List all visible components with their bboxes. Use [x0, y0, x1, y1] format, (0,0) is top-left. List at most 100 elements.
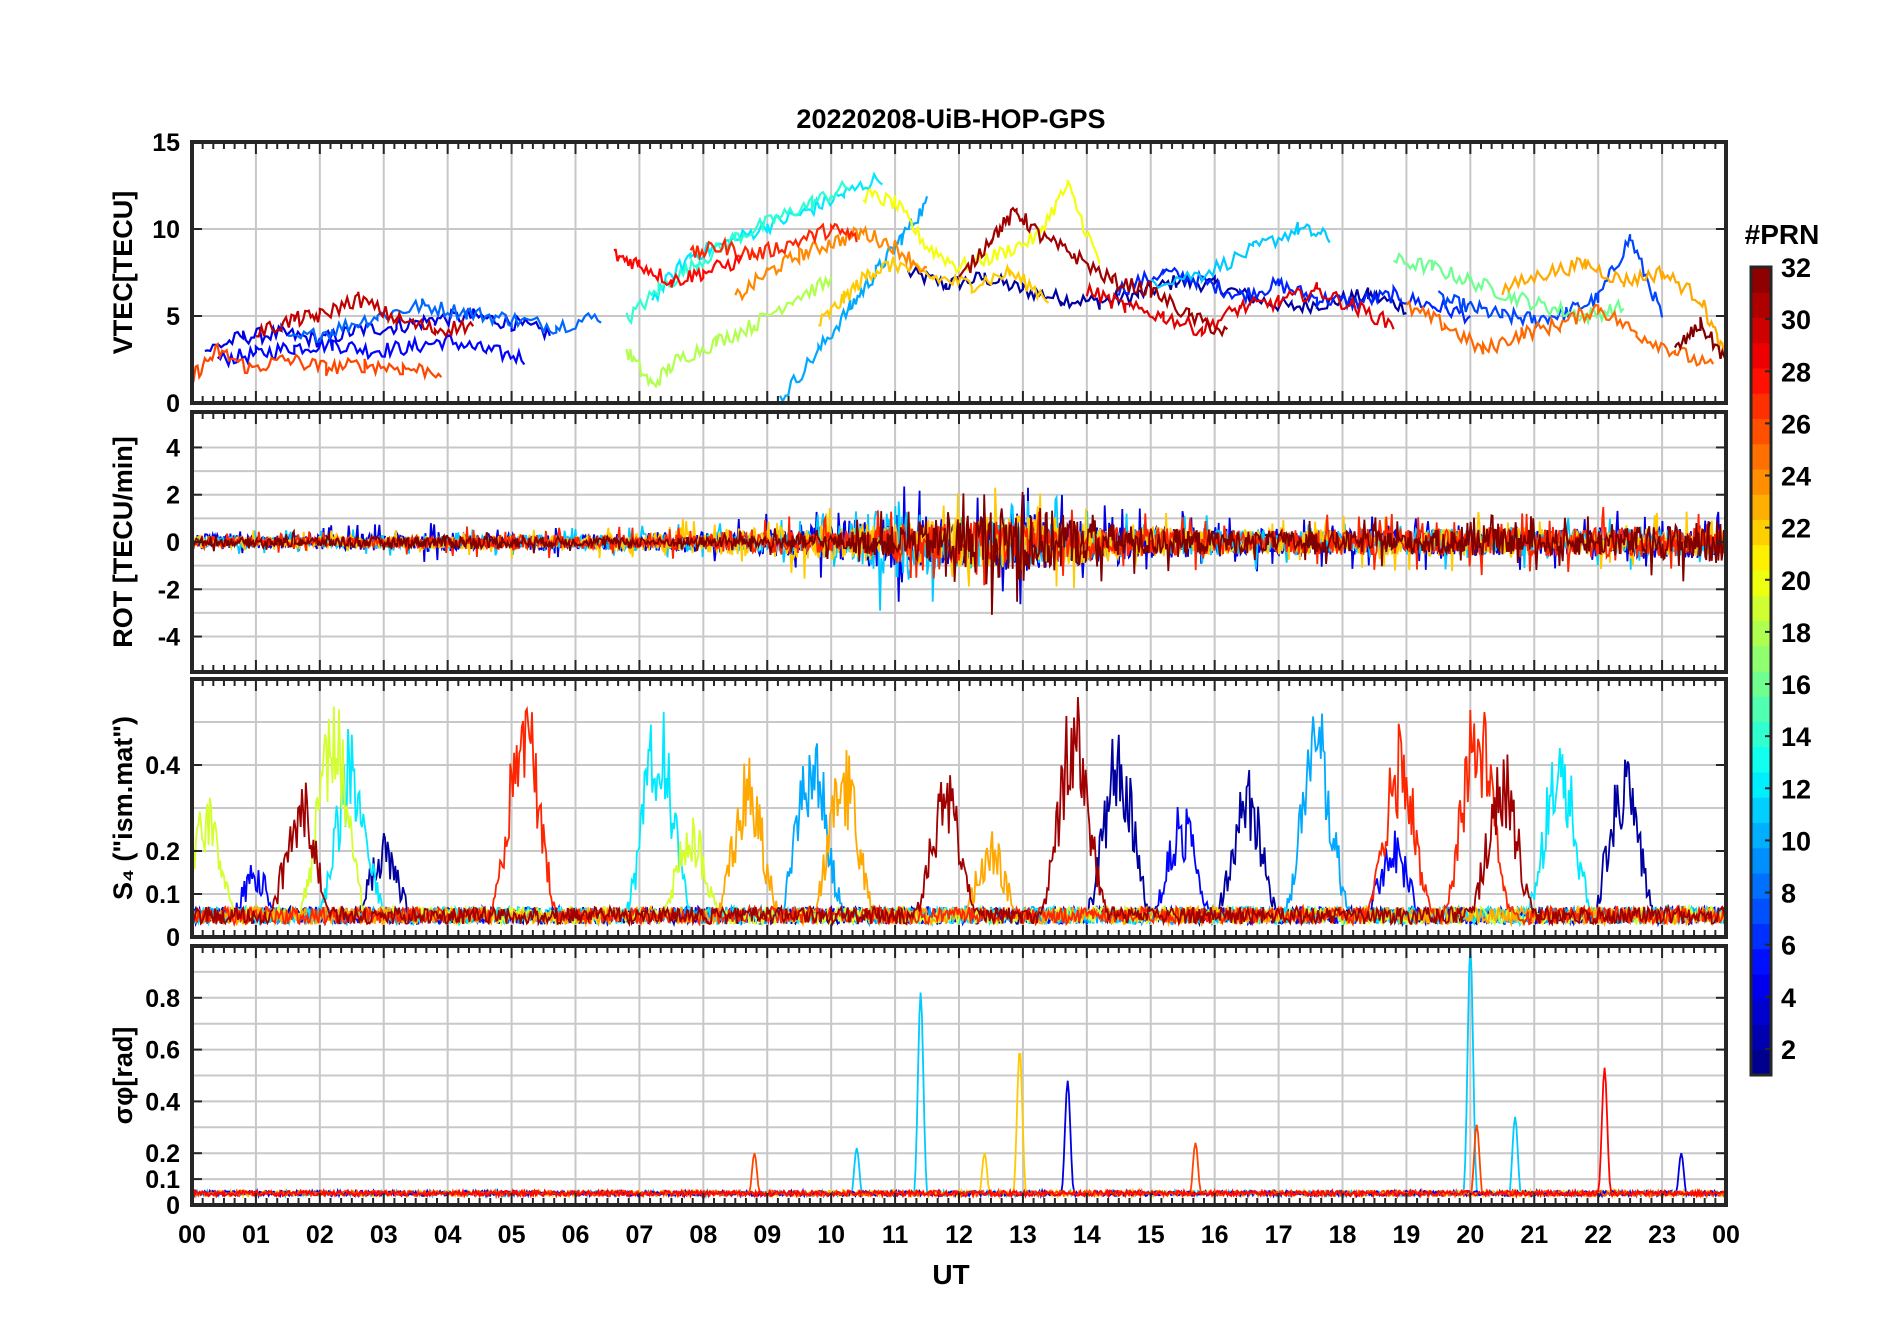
- series-line-prn-23: [1501, 256, 1726, 359]
- colorbar-segment: [1751, 999, 1771, 1025]
- y-tick-label: 0.6: [145, 1037, 180, 1065]
- y-tick-label: 0.4: [145, 752, 180, 780]
- colorbar-segment: [1751, 570, 1771, 596]
- colorbar-segment: [1751, 948, 1771, 975]
- x-tick-label: 14: [1073, 1221, 1101, 1249]
- colorbar-segment: [1751, 898, 1771, 924]
- y-tick-label: 0: [166, 390, 180, 418]
- panel-vtec: 0 5 10 15 VTEC[TECU]: [108, 129, 1728, 418]
- series-line-prn-11: [1150, 221, 1331, 290]
- y-tick-label: 0: [166, 924, 180, 952]
- colorbar-tick-label: 22: [1781, 514, 1811, 544]
- y-axis-label: VTEC[TECU]: [108, 191, 138, 355]
- x-tick-label: 22: [1584, 1221, 1612, 1249]
- colorbar-tick-label: 24: [1781, 462, 1811, 492]
- colorbar-segment: [1751, 317, 1771, 344]
- y-tick-label: -2: [158, 576, 180, 604]
- series-line-prn-27: [192, 506, 1726, 586]
- x-tick-label: 00: [178, 1221, 206, 1249]
- x-tick-label: 03: [370, 1221, 398, 1249]
- colorbar-segment: [1751, 469, 1771, 495]
- y-tick-label: 4: [166, 434, 180, 462]
- series-group: [192, 696, 1726, 928]
- series-line-prn-14: [625, 179, 851, 326]
- colorbar-tick-label: 20: [1781, 566, 1811, 596]
- colorbar-segment: [1751, 671, 1771, 697]
- colorbar-segment: [1751, 267, 1771, 293]
- colorbar-segment: [1751, 443, 1771, 470]
- series-line-prn-31: [192, 696, 1726, 928]
- colorbar-segment: [1751, 595, 1771, 621]
- series-line-prn-5: [216, 333, 526, 369]
- x-tick-label: 02: [306, 1221, 334, 1249]
- colorbar-tick-label: 32: [1781, 253, 1811, 283]
- colorbar-segment: [1751, 721, 1771, 748]
- colorbar-segment: [1751, 696, 1771, 722]
- x-tick-label: 09: [753, 1221, 781, 1249]
- colorbar-tick-label: 4: [1781, 983, 1796, 1013]
- series-line-prn-29: [1085, 281, 1395, 338]
- x-tick-label: 18: [1329, 1221, 1357, 1249]
- x-tick-label: 20: [1456, 1221, 1484, 1249]
- colorbar-segment: [1751, 620, 1771, 647]
- series-line-prn-32: [192, 491, 1726, 615]
- series-line-prn-24: [734, 224, 928, 302]
- colorbar-segment: [1751, 797, 1771, 823]
- x-tick-label: 11: [882, 1221, 909, 1249]
- series-group: [192, 171, 1726, 403]
- panel-s4: 0 0.1 0.2 0.4S₄ ("ism.mat"): [108, 677, 1728, 952]
- x-tick-label: 07: [626, 1221, 654, 1249]
- x-tick-label: 17: [1265, 1221, 1293, 1249]
- series-group: [192, 486, 1726, 615]
- y-tick-label: 0.2: [145, 838, 180, 866]
- colorbar-segment: [1751, 974, 1771, 1000]
- colorbar-segment: [1751, 822, 1771, 849]
- series-line-prn-30: [255, 291, 475, 339]
- series-line-prn-26: [192, 342, 443, 383]
- colorbar-segment: [1751, 494, 1771, 520]
- colorbar-label: #PRN: [1745, 219, 1820, 250]
- colorbar-segment: [1751, 645, 1771, 672]
- colorbar-segment: [1751, 1024, 1771, 1051]
- y-tick-label: 10: [152, 216, 180, 244]
- x-tick-label: 06: [562, 1221, 590, 1249]
- colorbar-tick-label: 18: [1781, 618, 1811, 648]
- y-tick-label: 0.1: [145, 1166, 180, 1194]
- series-line-prn-32: [1673, 316, 1726, 360]
- colorbar-segment: [1751, 873, 1771, 899]
- x-tick-label: 05: [498, 1221, 526, 1249]
- series-line-prn-12: [651, 171, 884, 304]
- colorbar-segment: [1751, 368, 1771, 394]
- series-line-prn-18: [625, 275, 833, 389]
- colorbar-tick-label: 2: [1781, 1035, 1796, 1065]
- colorbar-tick-label: 10: [1781, 826, 1811, 856]
- x-tick-label: 23: [1648, 1221, 1676, 1249]
- y-axis-label: ROT [TECU/min]: [108, 436, 138, 647]
- colorbar-tick-label: 8: [1781, 879, 1796, 909]
- x-tick-label: 15: [1137, 1221, 1165, 1249]
- y-tick-label: 0.2: [145, 1140, 180, 1168]
- colorbar-segment: [1751, 772, 1771, 798]
- x-tick-label: 21: [1520, 1221, 1548, 1249]
- series-line-prn-31: [958, 206, 1229, 338]
- series-line-prn-27: [689, 222, 858, 262]
- y-tick-label: 0.4: [145, 1088, 180, 1116]
- colorbar-frame: [1749, 265, 1773, 1077]
- x-tick-label: 10: [817, 1221, 845, 1249]
- series-line-prn-27: [192, 705, 1726, 928]
- series-line-prn-4: [204, 307, 551, 353]
- x-tick-label: 16: [1201, 1221, 1229, 1249]
- colorbar-segment: [1751, 746, 1771, 773]
- colorbar-segment: [1751, 393, 1771, 419]
- y-tick-label: 5: [166, 303, 180, 331]
- x-tick-label: 08: [689, 1221, 717, 1249]
- colorbar-tick-label: 30: [1781, 305, 1811, 335]
- series-line-prn-8: [287, 298, 602, 344]
- colorbar-segment: [1751, 342, 1771, 369]
- colorbar-tick-label: 26: [1781, 409, 1811, 439]
- series-line-prn-25: [1405, 299, 1715, 367]
- y-axis-label: S₄ ("ism.mat"): [108, 716, 138, 900]
